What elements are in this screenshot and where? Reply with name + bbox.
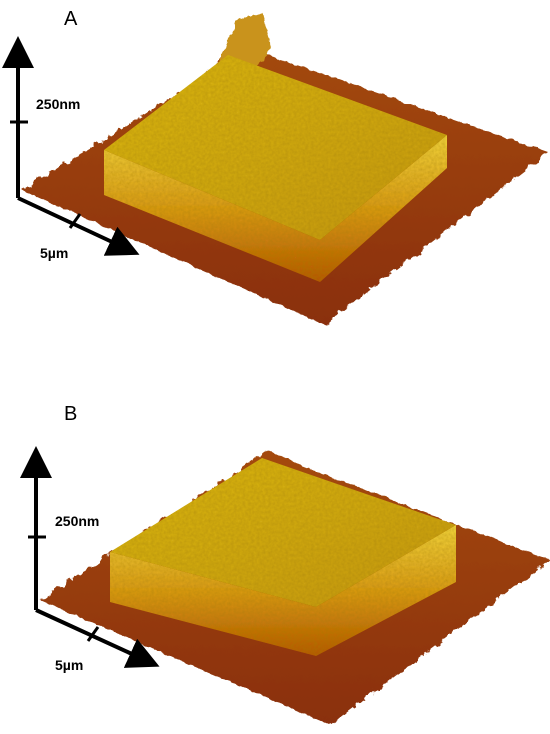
panel-a: A 250nm 5µm — [10, 8, 548, 325]
z-scale: 250nm — [55, 513, 99, 529]
panel-b: B 250nm 5µm — [28, 403, 550, 725]
xy-scale: 5µm — [40, 245, 68, 261]
z-scale: 250nm — [36, 96, 80, 112]
xy-scale: 5µm — [55, 657, 83, 673]
afm-figure: A 250nm 5µm B 250nm 5µm — [0, 0, 550, 734]
panel-label: B — [64, 403, 77, 425]
panel-label: A — [64, 8, 78, 30]
page: A 250nm 5µm B 250nm 5µm (() => { const d… — [0, 0, 550, 734]
